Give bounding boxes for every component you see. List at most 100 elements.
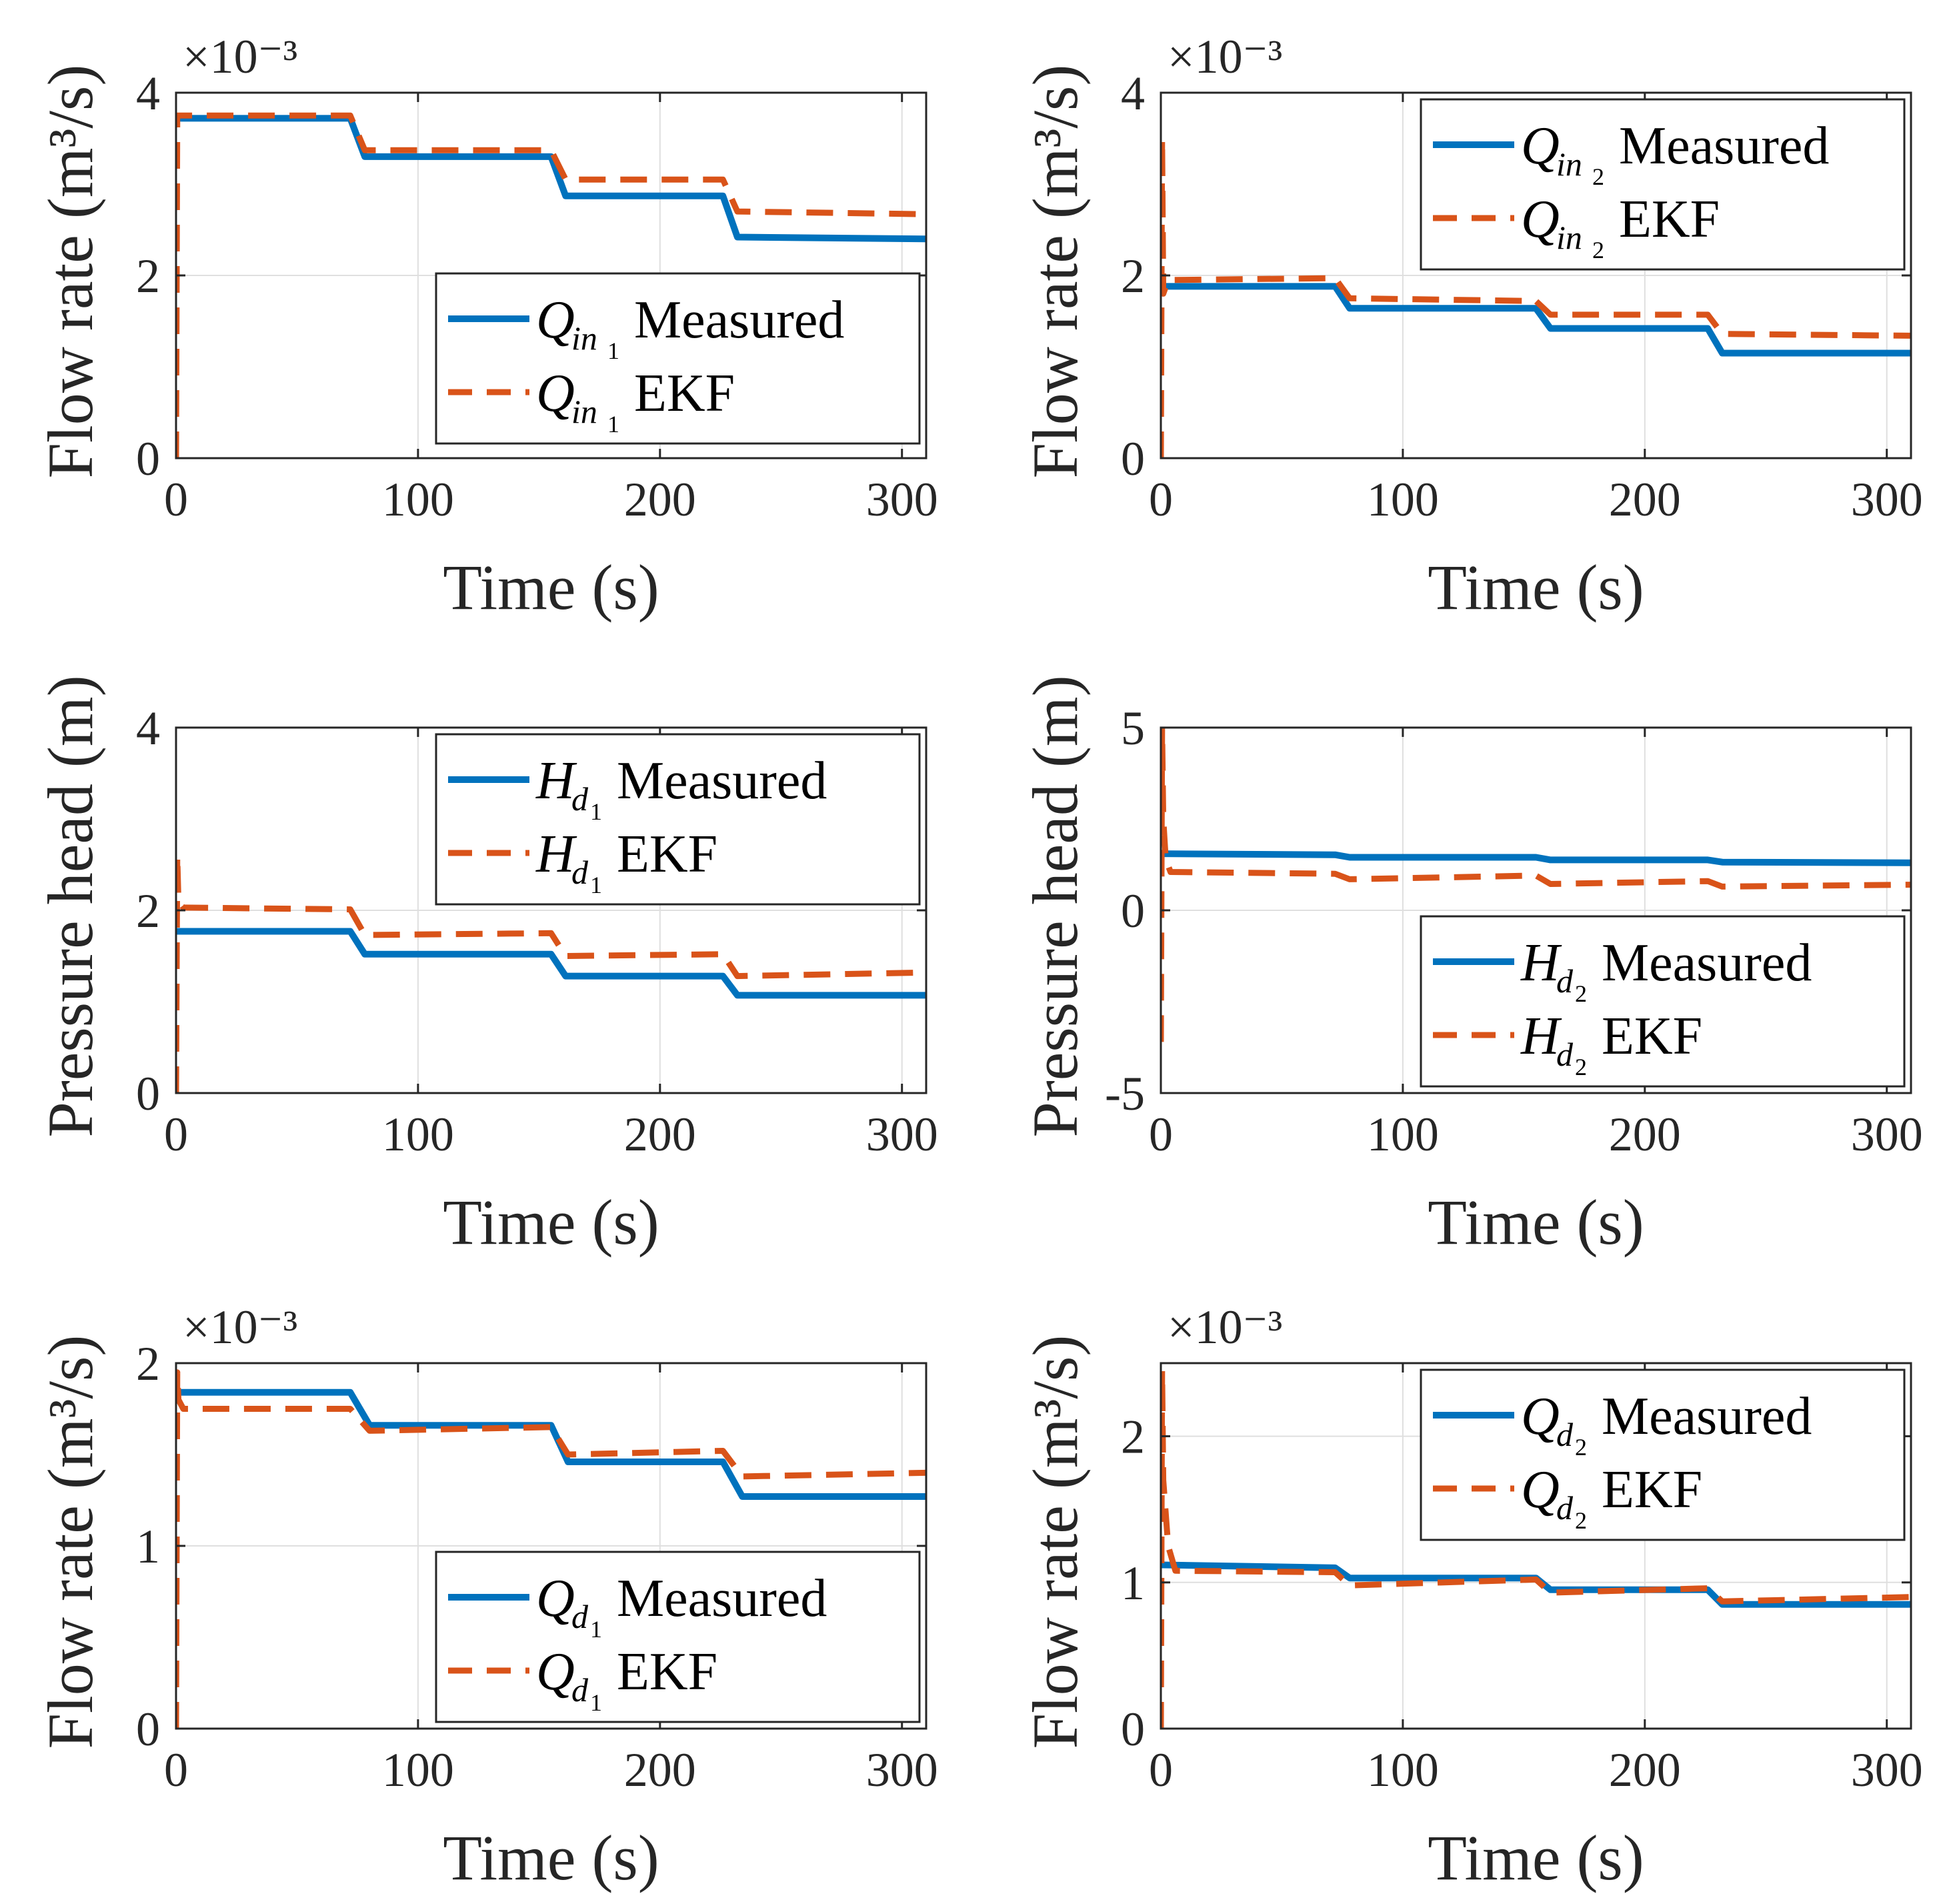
legend-label: EKF: [1619, 190, 1720, 249]
axis-exponent: ×10⁻³: [183, 30, 297, 83]
legend-box: [1420, 1368, 1906, 1541]
legend-subscript: d: [1556, 1036, 1574, 1073]
x-tick-label: 100: [1367, 473, 1439, 526]
legend-subsubscript: 2: [1575, 1507, 1587, 1534]
y-axis-label: Pressure head (m): [35, 675, 106, 1137]
legend-symbol: Q: [1521, 1461, 1560, 1519]
legend-label: EKF: [1602, 1007, 1702, 1066]
legend-subscript: d: [571, 1671, 589, 1709]
x-axis-label: Time (s): [1428, 552, 1644, 623]
x-tick-label: 100: [382, 473, 454, 526]
x-tick-label: 100: [382, 1108, 454, 1161]
y-tick-label: 0: [1121, 884, 1145, 938]
x-tick-label: 300: [866, 1108, 938, 1161]
x-axis-label: Time (s): [443, 1186, 659, 1258]
legend-label: Measured: [1602, 934, 1812, 992]
panel-q-in2: 0 100 200 300 0 2 4 ×10⁻³ Time (s) Flow rate (m³/…: [1020, 30, 1923, 623]
ekf-series-line: [176, 1369, 926, 1729]
x-tick-label: 0: [1149, 473, 1173, 526]
y-axis-label: Pressure head (m): [1020, 675, 1091, 1137]
ekf-series-line: [1161, 728, 1911, 1042]
y-tick-label: 0: [136, 1703, 160, 1756]
legend-subsubscript: 1: [590, 798, 602, 825]
legend-subscript: d: [1556, 1416, 1574, 1453]
legend: Qin 2 Measured Qin 2 EKF: [1420, 98, 1906, 271]
x-tick-label: 300: [866, 473, 938, 526]
x-tick-label: 300: [1851, 473, 1923, 526]
x-tick-label: 0: [164, 473, 188, 526]
x-tick-label: 100: [382, 1743, 454, 1797]
x-tick-label: 0: [164, 1743, 188, 1797]
legend-subscript: in: [571, 319, 597, 357]
y-axis-label: Flow rate (m³/s): [35, 65, 106, 479]
legend-subsubscript: 1: [590, 1616, 602, 1643]
legend-subsubscript: 2: [1575, 1054, 1587, 1080]
legend-subscript: in: [1556, 219, 1582, 256]
legend-label: EKF: [1602, 1461, 1702, 1519]
y-tick-label: 4: [136, 67, 160, 120]
legend-subsubscript: 1: [607, 337, 619, 364]
x-axis-label: Time (s): [1428, 1822, 1644, 1893]
legend-subscript: d: [571, 854, 589, 891]
x-tick-label: 200: [624, 473, 696, 526]
x-tick-label: 200: [1609, 473, 1681, 526]
measured-series-line: [176, 928, 926, 999]
legend-label: Measured: [1602, 1387, 1812, 1446]
y-tick-label: 2: [136, 884, 160, 938]
legend-symbol: Q: [1521, 1387, 1560, 1446]
x-tick-label: 300: [1851, 1108, 1923, 1161]
legend-label: Measured: [617, 752, 827, 810]
panel-q-d1: 0 100 200 300 0 1 2 ×10⁻³ Time (s) Flow rate (m³/…: [35, 1300, 938, 1893]
legend-subsubscript: 2: [1592, 163, 1604, 190]
legend-box: [435, 1551, 921, 1723]
x-tick-label: 100: [1367, 1743, 1439, 1797]
y-axis-label: Flow rate (m³/s): [1020, 1335, 1091, 1749]
legend-label: Measured: [1619, 117, 1829, 175]
legend-subsubscript: 1: [590, 1689, 602, 1716]
legend-subsubscript: 1: [607, 411, 619, 437]
legend-symbol: Q: [536, 1643, 575, 1701]
legend-symbol: H: [1520, 934, 1562, 992]
legend-label: EKF: [617, 1643, 717, 1701]
y-axis-label: Flow rate (m³/s): [35, 1335, 106, 1749]
x-tick-label: 200: [1609, 1108, 1681, 1161]
y-tick-label: 1: [1121, 1557, 1145, 1610]
legend-subsubscript: 1: [590, 872, 602, 898]
legend-symbol: H: [1520, 1007, 1562, 1066]
panel-q-in1: 0 100 200 300 0 2 4 ×10⁻³ Time (s) Flow rate (m³/…: [35, 30, 938, 623]
y-tick-label: 4: [1121, 67, 1145, 120]
legend-box: [435, 733, 921, 906]
y-tick-label: -5: [1105, 1067, 1145, 1120]
x-tick-label: 0: [1149, 1108, 1173, 1161]
legend-symbol: Q: [1521, 190, 1560, 249]
x-axis-label: Time (s): [443, 552, 659, 623]
legend-symbol: Q: [536, 291, 575, 349]
x-tick-label: 300: [1851, 1743, 1923, 1797]
ekf-series-line: [1161, 135, 1911, 458]
legend-subscript: d: [571, 780, 589, 818]
measured-series-line: [1161, 283, 1911, 357]
panel-q-d2: 0 100 200 300 0 1 2 ×10⁻³ Time (s) Flow rate (m³/…: [1020, 1300, 1923, 1893]
legend-label: Measured: [617, 1569, 827, 1628]
legend-label: EKF: [634, 364, 735, 423]
y-tick-label: 5: [1121, 702, 1145, 755]
y-tick-label: 0: [1121, 432, 1145, 486]
legend-subscript: in: [1556, 145, 1582, 183]
x-axis-label: Time (s): [443, 1822, 659, 1893]
legend-subsubscript: 2: [1575, 1434, 1587, 1461]
x-tick-label: 0: [1149, 1743, 1173, 1797]
legend-subsubscript: 2: [1575, 980, 1587, 1007]
panel-h-d1: 0 100 200 300 0 2 4 Time (s) Pressure head (m) Hd…: [35, 675, 938, 1258]
axis-exponent: ×10⁻³: [1168, 1300, 1282, 1354]
y-tick-label: 0: [136, 1067, 160, 1120]
legend-subscript: d: [571, 1598, 589, 1635]
legend-subscript: d: [1556, 962, 1574, 1000]
y-tick-label: 2: [1121, 249, 1145, 303]
ekf-series-line: [1161, 1367, 1911, 1729]
axis-exponent: ×10⁻³: [1168, 30, 1282, 83]
legend-box: [435, 272, 921, 445]
axes-frame: [1160, 1362, 1912, 1730]
y-axis-label: Flow rate (m³/s): [1020, 65, 1091, 479]
x-tick-label: 200: [624, 1108, 696, 1161]
